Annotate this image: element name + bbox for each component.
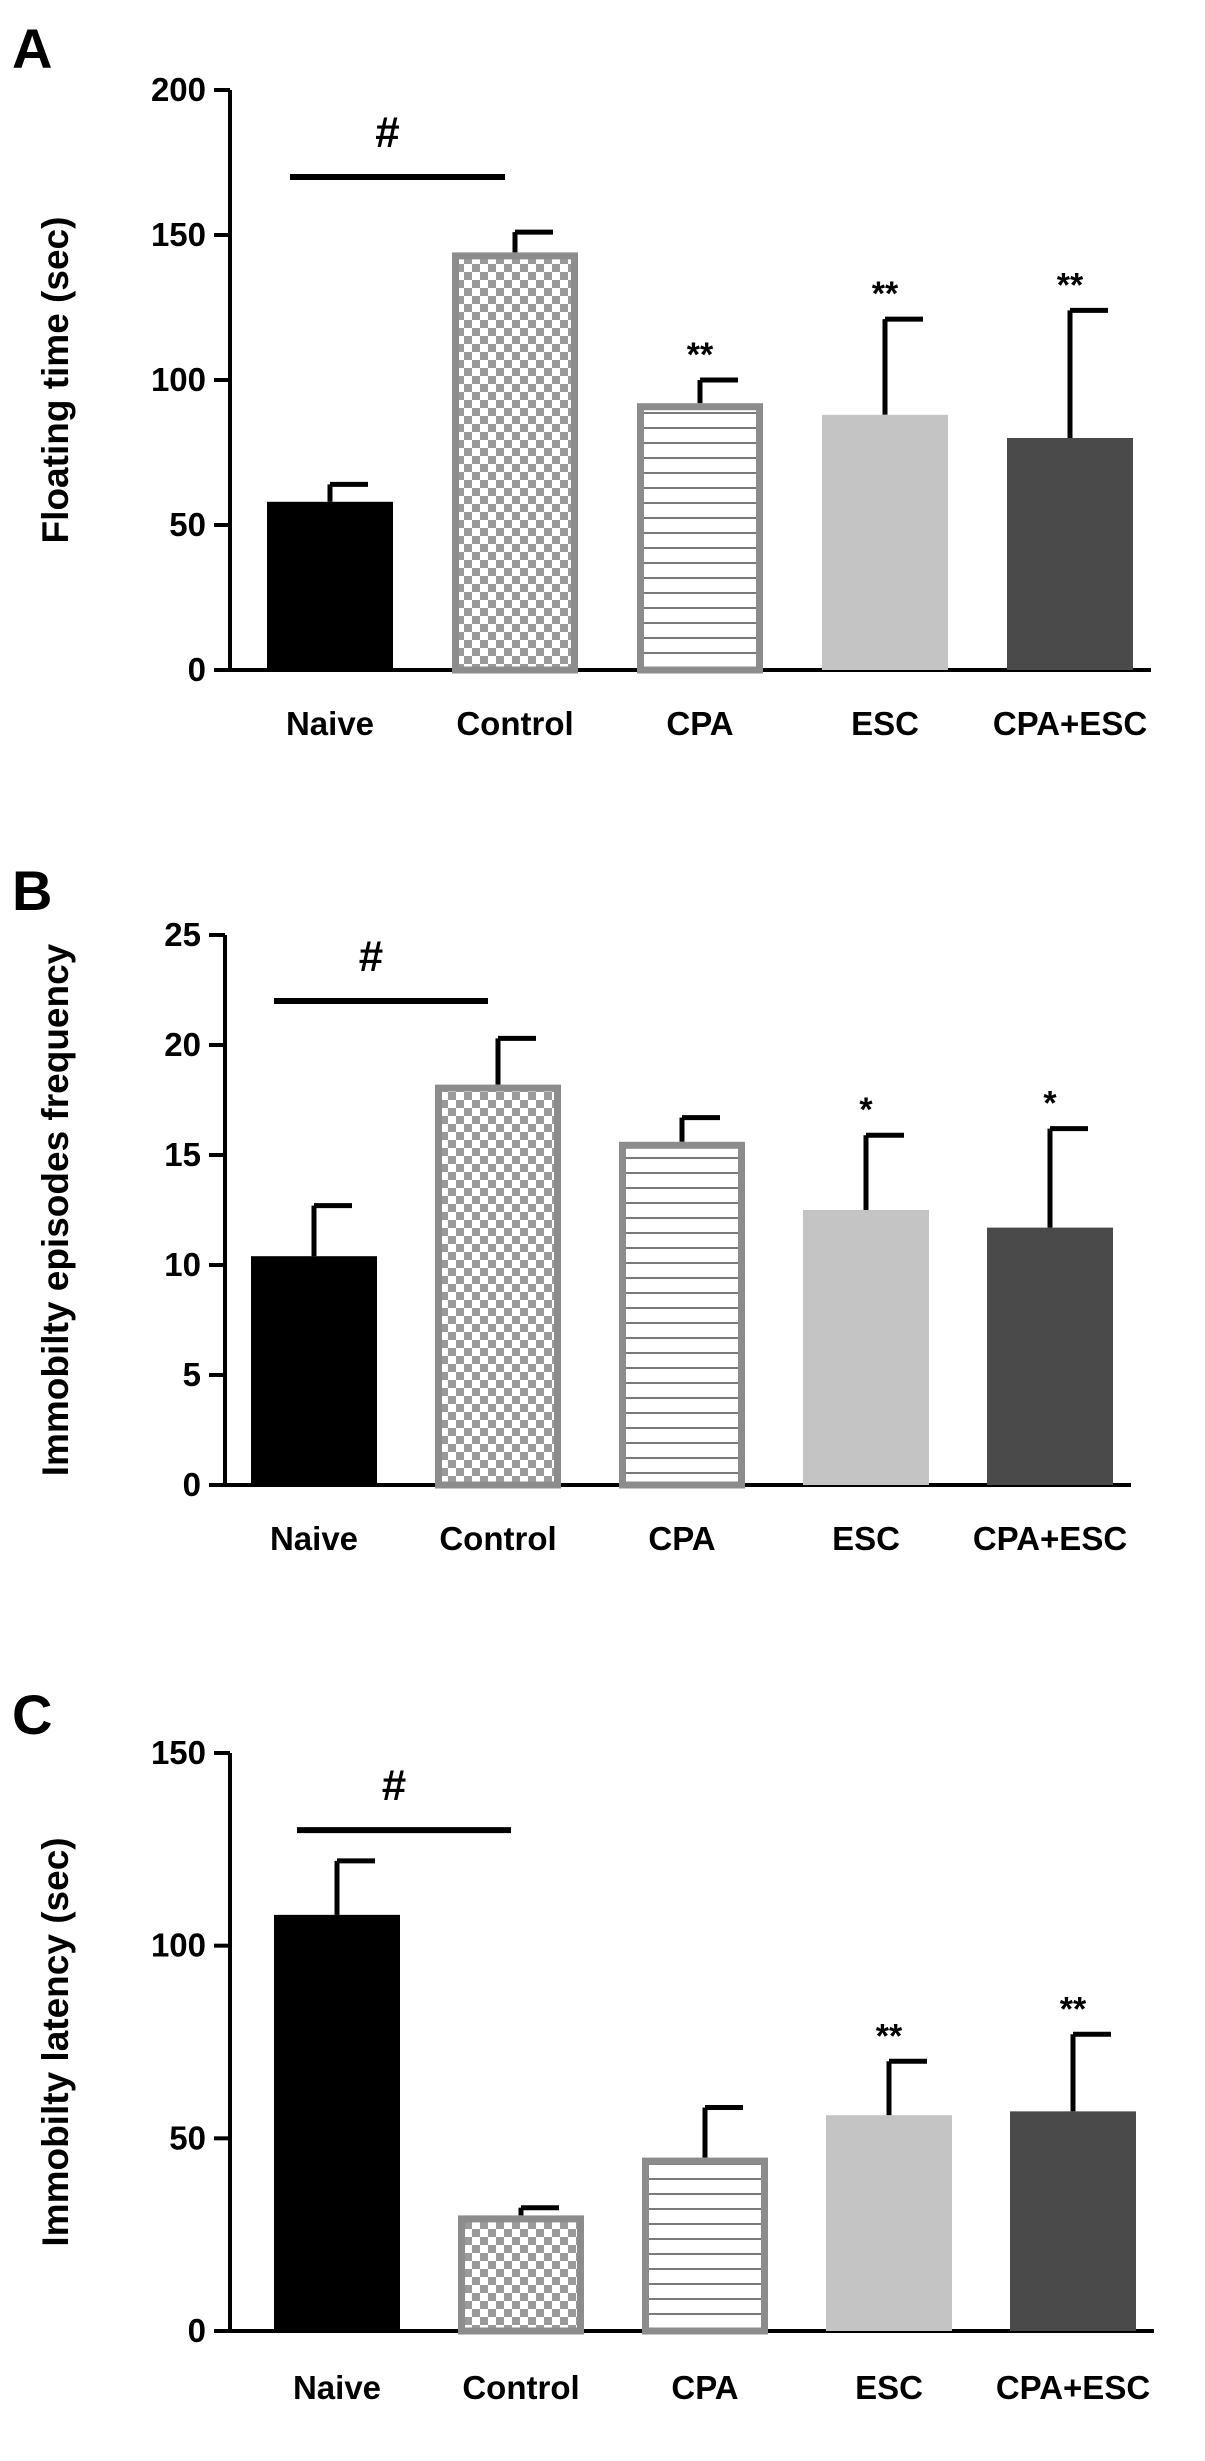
significance-star-c-4: ** [1060, 1990, 1087, 2028]
y-axis-title-b: Immobilty episodes frequency [35, 943, 76, 1476]
bar-c-esc [826, 2115, 952, 2331]
y-tick-label-c: 150 [151, 1734, 206, 1771]
significance-star-a-3: ** [872, 275, 899, 313]
bar-c-control [458, 2215, 584, 2335]
x-tick-label-a: Control [456, 705, 573, 742]
bar-c-naive [274, 1914, 400, 2331]
x-tick-label-b: Control [439, 1520, 556, 1557]
y-tick-label-b: 5 [183, 1356, 201, 1393]
significance-star-b-4: * [1043, 1085, 1057, 1123]
y-tick-label-c: 50 [169, 2119, 206, 2156]
bar-b-esc [803, 1210, 929, 1485]
y-tick-label-b: 10 [164, 1246, 201, 1283]
bar-c-cpa-esc [1010, 2111, 1136, 2331]
y-tick-label-a: 50 [169, 506, 206, 543]
significance-hash-a: # [375, 108, 399, 157]
y-tick-label-b: 25 [164, 916, 201, 953]
y-axis-title-c: Immobilty latency (sec) [35, 1837, 76, 2246]
significance-star-b-3: * [859, 1091, 873, 1129]
x-tick-label-a: CPA+ESC [993, 705, 1147, 742]
y-tick-label-c: 0 [188, 2312, 206, 2349]
panel-label-b: B [12, 859, 52, 922]
x-tick-label-a: Naive [286, 705, 374, 742]
x-tick-label-a: CPA [666, 705, 733, 742]
bar-a-control [452, 252, 578, 674]
y-tick-label-a: 100 [151, 361, 206, 398]
bar-a-esc [822, 414, 948, 670]
y-tick-label-b: 15 [164, 1136, 201, 1173]
panel-label-a: A [12, 17, 52, 80]
y-tick-label-c: 100 [151, 1927, 206, 1964]
bar-b-naive [251, 1256, 377, 1485]
x-tick-label-b: CPA [648, 1520, 715, 1557]
x-tick-label-c: Naive [293, 2369, 381, 2406]
significance-star-c-3: ** [876, 2017, 903, 2055]
significance-star-a-4: ** [1057, 266, 1084, 304]
y-tick-label-a: 0 [188, 651, 206, 688]
bar-c-cpa [642, 2157, 768, 2335]
bar-a-naive [267, 501, 393, 670]
bar-b-cpa-esc [987, 1227, 1113, 1485]
bar-a-cpa-esc [1007, 438, 1133, 670]
x-tick-label-a: ESC [851, 705, 919, 742]
x-tick-label-b: Naive [270, 1520, 358, 1557]
bar-b-cpa [619, 1141, 745, 1489]
significance-star-a-2: ** [687, 336, 714, 374]
x-tick-label-c: CPA+ESC [996, 2369, 1150, 2406]
bar-b-control [435, 1084, 561, 1489]
y-tick-label-a: 200 [151, 71, 206, 108]
bar-a-cpa [637, 403, 763, 674]
y-tick-label-a: 150 [151, 216, 206, 253]
chart-panel-a: A 0 50 100 150 200 Floating time (sec) Naive Co… [12, 17, 1151, 742]
chart-panel-b: B 0 5 10 15 20 25 Immobilty episodes frequency… [12, 859, 1131, 1557]
significance-hash-c: # [382, 1761, 406, 1810]
y-tick-label-b: 0 [183, 1466, 201, 1503]
x-tick-label-b: ESC [832, 1520, 900, 1557]
y-axis-title-a: Floating time (sec) [35, 217, 76, 544]
panel-label-c: C [12, 1683, 52, 1746]
y-tick-label-b: 20 [164, 1026, 201, 1063]
chart-panel-c: C 0 50 100 150 Immobilty latency (sec) Naive C… [12, 1683, 1154, 2406]
x-tick-label-c: Control [462, 2369, 579, 2406]
x-tick-label-c: CPA [671, 2369, 738, 2406]
significance-hash-b: # [359, 932, 383, 981]
x-tick-label-c: ESC [855, 2369, 923, 2406]
x-tick-label-b: CPA+ESC [973, 1520, 1127, 1557]
